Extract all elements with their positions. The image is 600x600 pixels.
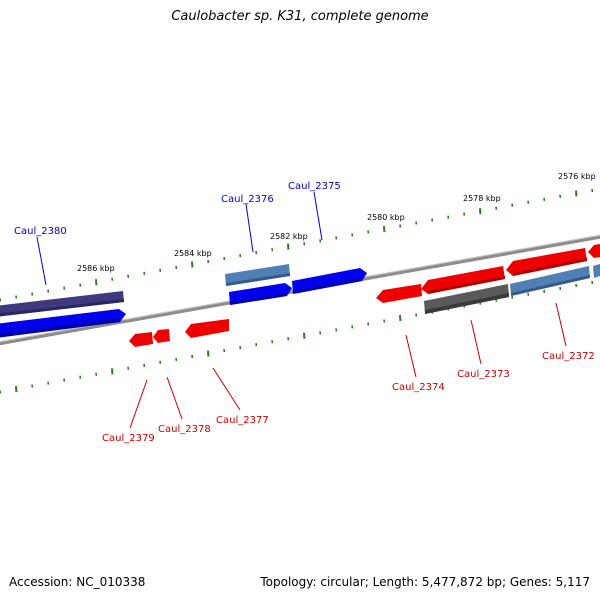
map-title: Caulobacter sp. K31, complete genome [171,9,429,24]
gene-forward-steel-right-shade [511,275,590,296]
callout-line-caul-2378 [166,376,183,420]
gene-caul-2379[interactable] [129,332,153,347]
label-caul-2374[interactable]: Caul_2374 [392,382,445,393]
label-caul-2372[interactable]: Caul_2372 [542,351,595,362]
gene-forward-steel-edge[interactable] [593,264,600,278]
callout-line-caul-2380 [36,236,47,286]
kbp-label-2582: 2582 kbp [270,232,308,241]
gene-caul-2376-shade [226,273,290,286]
gene-caul-2373-red[interactable] [421,266,505,294]
label-caul-2380[interactable]: Caul_2380 [14,226,67,237]
label-caul-2375[interactable]: Caul_2375 [288,181,341,192]
kbp-label-2578: 2578 kbp [463,194,501,203]
label-caul-2373[interactable]: Caul_2373 [457,369,510,380]
label-caul-2379[interactable]: Caul_2379 [102,433,155,444]
callout-line-caul-2373 [470,319,482,365]
gene-caul-2377[interactable] [185,319,229,338]
gene-caul-2376[interactable] [225,264,290,286]
label-caul-2376[interactable]: Caul_2376 [221,194,274,205]
gene-caul-2380-shade [0,299,124,317]
inner-tick-row [0,280,594,394]
kbp-label-2576: 2576 kbp [558,172,596,181]
gene-caul-2372[interactable] [588,244,600,258]
label-caul-2378[interactable]: Caul_2378 [158,424,211,435]
kbp-label-2584: 2584 kbp [174,249,212,258]
label-caul-2377[interactable]: Caul_2377 [216,415,269,426]
gene-forward-blue-mid[interactable] [229,283,292,305]
kbp-label-2580: 2580 kbp [367,213,405,222]
callout-line-caul-2372 [555,302,567,347]
callout-line-caul-2379 [129,379,148,429]
gene-reverse-red-right[interactable] [506,248,587,276]
gene-forward-blue-mid-shade [230,293,287,305]
topology-text: Topology: circular; Length: 5,477,872 bp… [260,575,590,589]
callout-line-caul-2376 [245,203,254,253]
outer-tick-row [0,188,594,302]
callout-line-caul-2377 [212,367,241,411]
gene-caul-2374[interactable] [376,284,422,303]
callout-line-caul-2375 [313,191,323,241]
gene-caul-2375[interactable] [292,268,367,294]
gene-caul-2373-red-shade [428,276,505,294]
gene-forward-steel-right[interactable] [510,266,590,296]
accession-text: Accession: NC_010338 [9,575,146,589]
kbp-label-2586: 2586 kbp [77,264,115,273]
gene-forward-blue-left-shade [0,318,120,338]
gene-caul-2378[interactable] [153,329,170,343]
callout-line-caul-2374 [405,334,417,378]
gene-reverse-red-right-shade [513,258,587,276]
gene-caul-2373-shade [425,293,509,314]
gene-caul-2375-shade [293,278,362,294]
